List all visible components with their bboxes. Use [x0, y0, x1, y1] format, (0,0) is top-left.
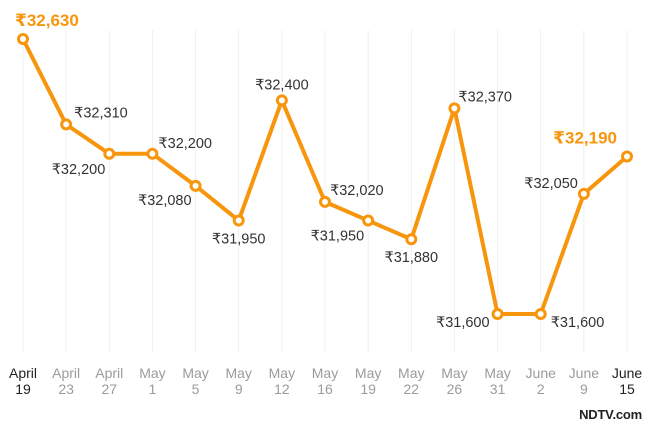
data-label: ₹32,200 [52, 162, 106, 178]
data-label: ₹32,370 [458, 89, 512, 105]
x-tick-label: June 15 [612, 365, 643, 397]
x-tick-label: May 19 [355, 365, 381, 397]
data-point [275, 94, 288, 107]
data-label: ₹32,050 [524, 176, 578, 192]
data-point [491, 308, 504, 320]
x-tick-label: June 2 [526, 365, 557, 397]
data-point [103, 147, 116, 160]
data-label: ₹31,950 [311, 229, 365, 245]
x-tick-label: May 31 [484, 365, 510, 397]
data-point [534, 308, 547, 320]
data-label: ₹31,600 [551, 315, 605, 331]
data-label: ₹31,600 [436, 315, 490, 331]
data-labels: ₹32,630 ₹32,310 ₹32,200 ₹32,200 ₹32,080 ₹31,9… [15, 11, 617, 331]
x-axis-ticks: April 19 April 23 April 27 May 1 May 5 May 9 May 12 Ma… [9, 365, 642, 397]
data-point [577, 187, 590, 200]
data-label: ₹32,630 [15, 11, 79, 30]
x-tick-label: May 1 [139, 365, 165, 397]
data-point [189, 179, 202, 192]
data-point [17, 33, 29, 45]
data-point [146, 147, 159, 160]
x-tick-label: June 9 [569, 365, 600, 397]
data-point [621, 150, 633, 163]
data-label: ₹32,310 [74, 105, 128, 121]
data-label: ₹32,200 [158, 136, 212, 152]
data-point [232, 214, 245, 227]
x-tick-label: May 12 [269, 365, 295, 397]
x-tick-label: May 5 [182, 365, 208, 397]
data-point [405, 233, 418, 246]
x-tick-label: April 23 [52, 365, 80, 397]
x-tick-label: April 19 [9, 365, 37, 397]
x-tick-label: May 9 [225, 365, 251, 397]
x-tick-label: May 16 [312, 365, 338, 397]
data-label: ₹32,190 [553, 128, 617, 147]
data-label: ₹31,880 [384, 250, 438, 266]
data-point [448, 102, 461, 115]
data-label: ₹32,400 [255, 77, 309, 93]
source-watermark: NDTV.com [579, 407, 642, 422]
data-point [60, 118, 73, 131]
data-label: ₹32,080 [138, 193, 192, 209]
data-point [362, 214, 375, 227]
x-tick-label: April 27 [95, 365, 123, 397]
x-tick-label: May 22 [398, 365, 424, 397]
data-label: ₹32,020 [330, 183, 384, 199]
data-points [17, 33, 633, 320]
data-label: ₹31,950 [212, 232, 266, 248]
data-point [319, 195, 331, 208]
x-tick-label: May 26 [441, 365, 467, 397]
